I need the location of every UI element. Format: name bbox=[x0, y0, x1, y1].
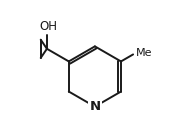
Text: Me: Me bbox=[135, 48, 152, 58]
Text: OH: OH bbox=[39, 20, 57, 33]
Text: N: N bbox=[89, 100, 100, 113]
